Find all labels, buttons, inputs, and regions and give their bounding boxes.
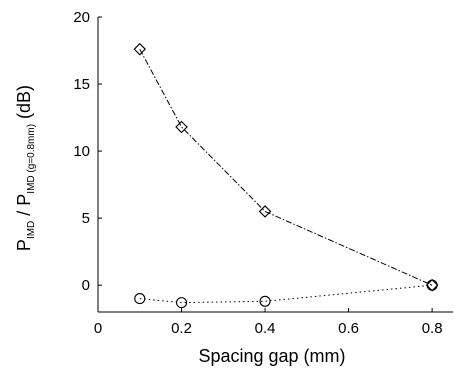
y-axis-title-sep: / P [14,194,34,221]
x-axis-ticks: 0 0.2 0.4 0.6 0.8 [94,308,443,337]
series-2-point [259,295,271,307]
y-tick-label: 10 [73,143,90,160]
y-axis-title: PIMD / PIMD (g=0.8mm) (dB) [14,85,37,251]
y-tick-label: 0 [82,277,90,294]
y-axis-ticks: 0 5 10 15 20 [73,9,102,294]
x-tick-label: 0.4 [255,320,276,337]
y-tick-label: 5 [82,210,90,227]
y-axis-title-main: P [14,239,34,251]
y-tick-label: 15 [73,76,90,93]
series-1-point [175,120,188,134]
series-1-line [139,48,433,286]
plot-area [97,17,453,313]
x-tick-label: 0.2 [171,320,192,337]
y-axis-title-sub1: IMD [26,221,37,239]
series-2-point [426,279,438,291]
y-axis-title-unit: (dB) [14,85,34,124]
series-2-point [134,293,146,305]
series-2-line [139,284,433,304]
x-tick-label: 0.6 [338,320,359,337]
x-tick-label: 0.8 [422,320,443,337]
x-tick-label: 0 [94,320,102,337]
series-1-point [133,42,147,56]
series-layer [133,42,439,309]
y-axis-title-sub2: IMD (g=0.8mm) [26,124,37,194]
series-2-point [175,297,188,309]
series-1-point [258,205,272,218]
x-axis-title: Spacing gap (mm) [198,346,345,366]
y-tick-label: 20 [73,9,90,26]
